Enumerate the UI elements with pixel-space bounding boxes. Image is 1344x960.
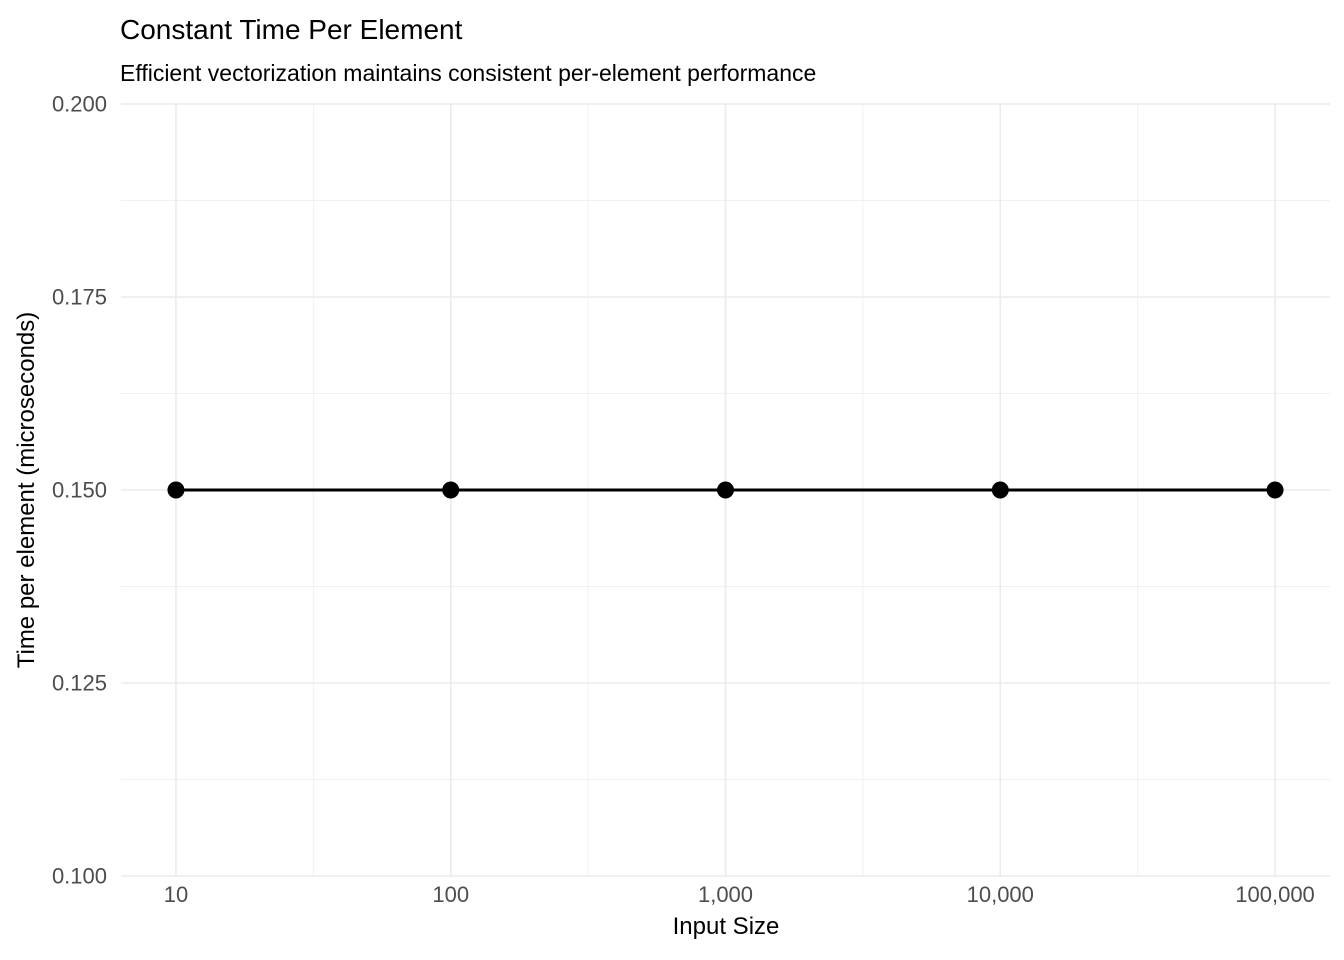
y-tick-label: 0.200 xyxy=(52,91,107,116)
data-point xyxy=(1266,481,1284,499)
data-point xyxy=(991,481,1009,499)
data-point xyxy=(167,481,185,499)
x-tick-label: 10 xyxy=(164,882,188,907)
x-axis-title: Input Size xyxy=(672,913,780,940)
y-tick-label: 0.125 xyxy=(52,670,107,695)
data-point xyxy=(442,481,460,499)
chart-title: Constant Time Per Element xyxy=(120,14,463,45)
x-tick-label: 100 xyxy=(432,882,469,907)
x-tick-label: 1,000 xyxy=(698,882,753,907)
data-point xyxy=(717,481,734,499)
x-tick-label: 100,000 xyxy=(1235,882,1315,907)
y-axis-title: Time per element (microseconds) xyxy=(13,311,40,669)
y-tick-label: 0.150 xyxy=(52,477,107,502)
y-tick-label: 0.100 xyxy=(52,863,107,888)
x-tick-label: 10,000 xyxy=(967,882,1034,907)
y-tick-label: 0.175 xyxy=(52,284,107,309)
chart-subtitle: Efficient vectorization maintains consis… xyxy=(120,60,817,86)
